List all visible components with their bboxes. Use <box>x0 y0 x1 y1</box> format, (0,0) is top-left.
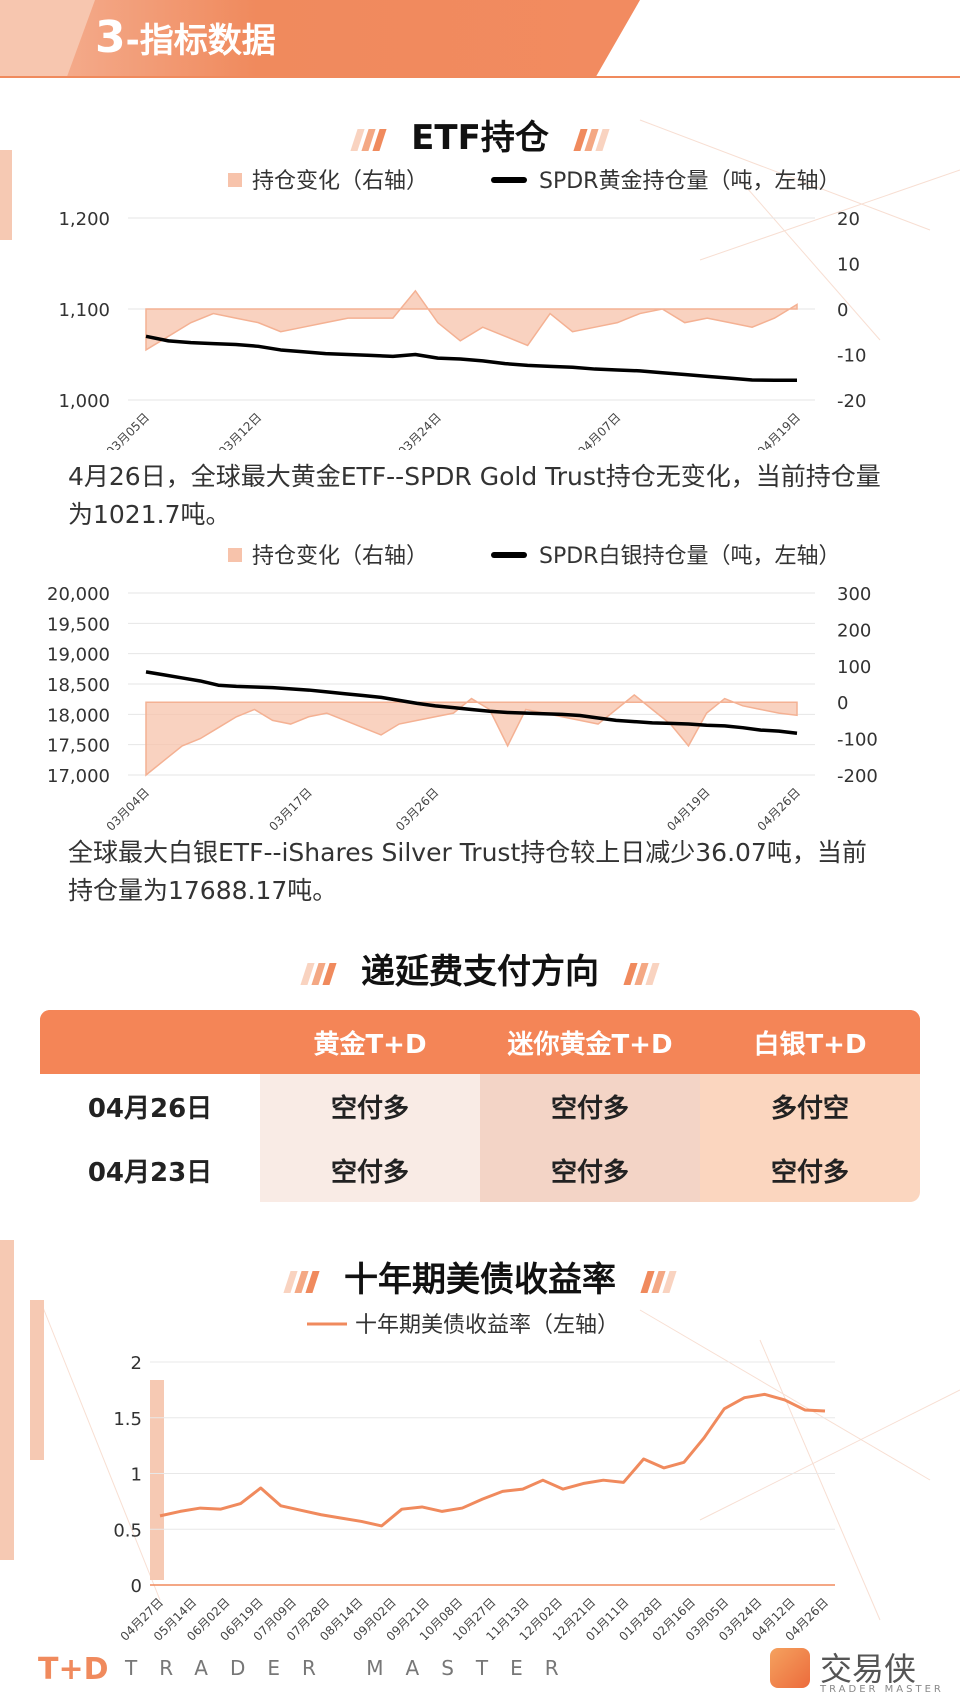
table-header-cell: 黄金T+D <box>260 1010 480 1074</box>
y-tick-label: 1 <box>131 1465 142 1486</box>
header-title-text: -指标数据 <box>125 21 276 61</box>
y-tick-label-left: 17,000 <box>47 766 110 787</box>
x-tick-label: 03月24日 <box>395 410 443 450</box>
y-tick-label: 0.5 <box>113 1520 142 1541</box>
x-tick-label: 03月26日 <box>393 785 441 833</box>
header-number: 3 <box>95 12 126 63</box>
x-tick-label: 03月12日 <box>216 410 264 450</box>
footer-tagline: TRADER MASTER <box>125 1656 581 1680</box>
y-tick-label-right: -100 <box>837 730 878 751</box>
yield-line <box>159 1392 826 1528</box>
y-tick-label-right: 100 <box>837 657 871 678</box>
y-tick-label: 0 <box>131 1576 142 1597</box>
table-cell: 多付空 <box>700 1074 920 1138</box>
holdings-line <box>145 334 797 383</box>
brand-subtitle: TRADER MASTER <box>820 1684 944 1695</box>
brand-icon <box>770 1648 810 1688</box>
x-tick-label: 04月19日 <box>755 410 803 450</box>
legend-swatch-area <box>228 173 242 187</box>
legend-swatch-line <box>491 177 527 183</box>
holding-change-area <box>145 693 798 777</box>
legend-label: SPDR白银持仓量（吨，左轴） <box>539 544 840 569</box>
table-date-cell: 04月26日 <box>40 1074 260 1138</box>
etf-section-title: ETF持仓 <box>0 110 960 160</box>
title-deco-right <box>623 954 660 994</box>
y-tick-label-right: 20 <box>837 209 860 230</box>
contango-table: 黄金T+D 迷你黄金T+D 白银T+D 04月26日 空付多 空付多 多付空 0… <box>40 1010 920 1202</box>
table-row: 04月23日 空付多 空付多 空付多 <box>40 1138 920 1202</box>
title-deco-left <box>300 954 337 994</box>
y-tick-label-right: 300 <box>837 584 871 605</box>
contango-section-title: 递延费支付方向 <box>0 944 960 994</box>
table-cell: 空付多 <box>480 1074 700 1138</box>
table-cell: 空付多 <box>480 1138 700 1202</box>
title-deco-left <box>350 120 387 160</box>
y-tick-label-left: 1,100 <box>58 300 110 321</box>
legend-label: SPDR黄金持仓量（吨，左轴） <box>539 169 840 194</box>
gold-etf-text: 4月26日，全球最大黄金ETF--SPDR Gold Trust持仓无变化，当前… <box>68 462 881 529</box>
y-tick-label-left: 1,000 <box>58 391 110 412</box>
y-tick-label: 1.5 <box>113 1409 142 1430</box>
x-tick-label: 03月04日 <box>104 785 152 833</box>
holdings-line <box>145 670 798 735</box>
y-tick-label-left: 20,000 <box>47 584 110 605</box>
silver-etf-chart: 持仓变化（右轴） SPDR白银持仓量（吨，左轴） 17,000 17,500 18,00… <box>0 535 960 835</box>
y-tick-label-right: 10 <box>837 255 860 276</box>
x-tick-label: 04月26日 <box>755 785 803 833</box>
table-header-cell <box>40 1010 260 1074</box>
yield-chart: 十年期美债收益率（左轴） 0 0.5 1 1.5 2 04月27日 05月14日 06月02日 0… <box>0 1300 960 1640</box>
contango-title-text: 递延费支付方向 <box>361 952 599 992</box>
yield-title-text: 十年期美债收益率 <box>344 1260 616 1300</box>
y-tick-label-left: 19,500 <box>47 614 110 635</box>
table-header-cell: 迷你黄金T+D <box>480 1010 700 1074</box>
legend-swatch-line <box>307 1322 347 1326</box>
header-band <box>0 0 640 78</box>
footer-logo: T+D <box>38 1652 109 1687</box>
table-cell: 空付多 <box>700 1138 920 1202</box>
legend-label: 持仓变化（右轴） <box>252 544 428 569</box>
y-tick-label-left: 18,500 <box>47 675 110 696</box>
y-tick-label-right: -200 <box>837 766 878 787</box>
title-deco-right <box>573 120 610 160</box>
y-tick-label-left: 1,200 <box>58 209 110 230</box>
y-tick-label-right: 0 <box>837 693 848 714</box>
y-tick-label-left: 17,500 <box>47 736 110 757</box>
x-tick-label: 03月05日 <box>104 410 152 450</box>
holding-change-area <box>145 289 798 352</box>
legend-swatch-line <box>491 552 527 558</box>
title-deco-right <box>640 1262 677 1302</box>
table-cell: 空付多 <box>260 1074 480 1138</box>
x-tick-label: 03月17日 <box>266 785 314 833</box>
y-tick-label-right: -10 <box>837 346 866 367</box>
x-tick-label: 04月19日 <box>664 785 712 833</box>
table-row: 04月26日 空付多 空付多 多付空 <box>40 1074 920 1138</box>
brand-mark: 交易侠 TRADER MASTER <box>770 1640 941 1696</box>
y-tick-label-right: 200 <box>837 620 871 641</box>
brand-name: 交易侠 <box>820 1650 917 1688</box>
y-tick-label-left: 18,000 <box>47 705 110 726</box>
etf-title-text: ETF持仓 <box>411 118 549 158</box>
legend-swatch-area <box>228 548 242 562</box>
title-deco-left <box>283 1262 320 1302</box>
legend-label: 持仓变化（右轴） <box>252 169 428 194</box>
y-tick-label-left: 19,000 <box>47 645 110 666</box>
y-tick-label: 2 <box>131 1353 142 1374</box>
y-tick-label-right: -20 <box>837 391 866 412</box>
legend-label: 十年期美债收益率（左轴） <box>355 1313 619 1338</box>
table-header-row: 黄金T+D 迷你黄金T+D 白银T+D <box>40 1010 920 1074</box>
table-date-cell: 04月23日 <box>40 1138 260 1202</box>
header-rule <box>0 76 960 78</box>
gold-etf-chart: 持仓变化（右轴） SPDR黄金持仓量（吨，左轴） 1,000 1,100 1,200 -2… <box>0 160 960 450</box>
yield-section-title: 十年期美债收益率 <box>0 1252 960 1302</box>
header-title: 3-指标数据 <box>95 12 276 67</box>
x-tick-label: 04月07日 <box>575 410 623 450</box>
y-tick-label-right: 0 <box>837 300 848 321</box>
silver-etf-text: 全球最大白银ETF--iShares Silver Trust持仓较上日减少36… <box>68 838 867 905</box>
table-cell: 空付多 <box>260 1138 480 1202</box>
table-header-cell: 白银T+D <box>700 1010 920 1074</box>
